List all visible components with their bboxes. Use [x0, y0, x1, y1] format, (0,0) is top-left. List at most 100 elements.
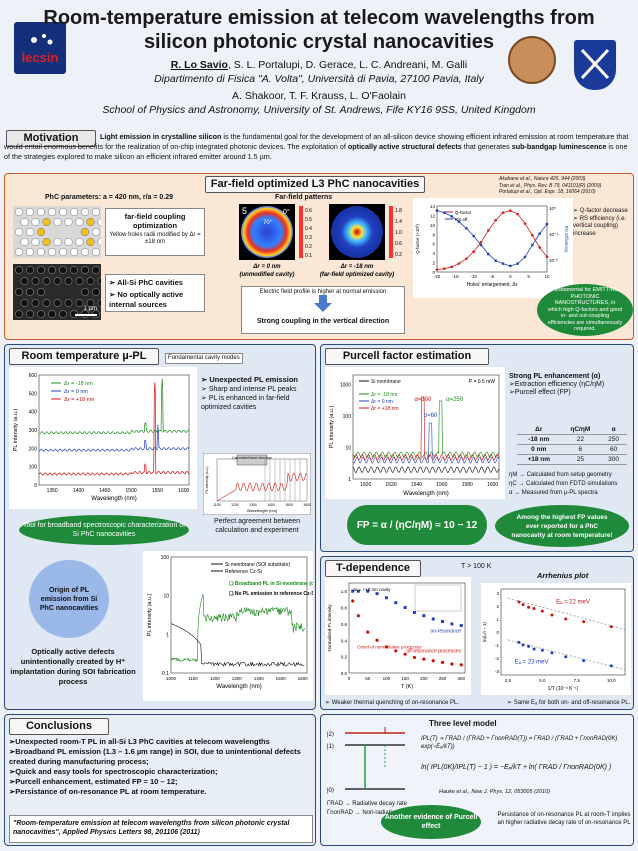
three-level-title: Three level model: [429, 719, 497, 728]
rs-eff-point: [436, 209, 438, 211]
rt-xlabel: Wavelength (nm): [91, 496, 136, 502]
sem-hole: [32, 299, 39, 306]
rt-ytick: 600: [29, 373, 38, 379]
title-line-1: Room-temperature emission at telecom wav…: [0, 6, 638, 30]
lattice-hole: [65, 238, 73, 246]
extraction-text: Extraction efficiency (ηC/ηM): [515, 381, 604, 388]
farfield-pattern-optimized: [331, 206, 383, 258]
sem-hole: [59, 266, 66, 273]
colorbar-1-ticks: 0.60.50.40.30.20.1: [305, 208, 312, 259]
sem-hole: [76, 277, 83, 284]
colorbar-1: [299, 206, 303, 258]
q-factor-point: [487, 229, 490, 232]
fund-modes-label: Fundamental cavity modes: [165, 353, 243, 364]
q-factor-point: [450, 266, 453, 269]
cell: 250: [600, 435, 627, 445]
lattice-holes: [13, 206, 101, 258]
t-ytick: 0.6: [341, 622, 348, 627]
colorbar-2-tick: 0.6: [395, 241, 402, 247]
sem-hole: [48, 266, 55, 273]
ea-1: Eₐ = 22 meV: [556, 599, 590, 605]
rt-ytick: 500: [29, 391, 38, 397]
far-field-opt-title: far-field coupling optimization: [106, 212, 204, 230]
co-authors-1: , S. L. Portalupi, D. Gerace, L. C. Andr…: [228, 59, 467, 71]
inset-xtick: 1100: [213, 503, 221, 507]
t-xtick: 250: [439, 676, 447, 681]
all-si-b1: All-Si PhC cavities: [117, 278, 183, 287]
conclusions-heading: Conclusions: [9, 718, 109, 735]
rs-eff-point: [465, 227, 467, 229]
rs-eff-point: [509, 265, 511, 267]
sem-hole: [32, 277, 39, 284]
same-span: Same Eₐ for both on- and off-resonance P…: [514, 700, 631, 706]
alpha-1: α=300: [414, 397, 432, 403]
off-res-point: [460, 663, 463, 666]
off-res-point: [357, 614, 360, 617]
conclusion-item: ➢Purcell enhancement, estimated FP = 10 …: [9, 777, 313, 787]
q-ytick: 12: [430, 213, 436, 218]
t-dependence-chart: 1.00.80.60.40.20.00 50 100 150 200 250 300T (K…: [325, 577, 471, 695]
p-ytick: 1000: [340, 382, 351, 388]
t-ytick: 0.2: [341, 655, 348, 660]
colorbar-2-tick: 0.2: [395, 252, 402, 258]
onset-label: Onset of nonradiative processes: [357, 644, 422, 649]
p-power: P = 0.5 mW: [469, 379, 495, 385]
conclusion-text: Purcell enhancement, estimated FP = 10 –…: [15, 777, 177, 786]
q-ylabel: Q-factor (×10³): [415, 224, 420, 254]
rt-xtick: 1600: [178, 488, 189, 494]
pattern-2-caption: Δr = -18 nm: [340, 264, 374, 270]
q-xtick: -5: [490, 274, 494, 279]
on-res-point: [460, 624, 463, 627]
rs-eff-point: [472, 235, 474, 237]
phc-params: PhC parameters: a = 420 nm, r/a = 0.29: [45, 194, 173, 201]
equation-1: IPL(T) ∝ ΓRAD / (ΓRAD + ΓnonRAD(T)) = ΓR…: [421, 735, 631, 751]
purcell-effect-text: Purcell effect (FP): [515, 389, 571, 396]
rtpl-b2: Sharp and intense PL peaks: [209, 386, 297, 393]
conclusions-panel: Conclusions ➢Unexpected room-T PL in all…: [4, 714, 316, 846]
title-line-2: silicon photonic crystal nanocavities: [0, 30, 638, 54]
t-xtick: 100: [383, 676, 391, 681]
bb-xtick: 1400: [254, 676, 265, 681]
conclusion-item: ➢Persistance of on-resonance PL at room …: [9, 787, 313, 797]
p-xtick: 1600: [487, 482, 498, 488]
sem-hole: [54, 277, 61, 284]
bb-xtick: 1300: [232, 676, 243, 681]
rtpl-heading: Room temperature µ-PL: [9, 348, 159, 365]
legend-q: Q-factor: [455, 210, 472, 215]
tool-text: Tool for broadband spectroscopic charact…: [19, 521, 189, 539]
bb-ylabel: PL intensity (a.u.): [147, 594, 153, 637]
rt-ylabel: PL intensity (a.u.): [13, 409, 19, 452]
lattice-hole: [59, 208, 67, 216]
sem-hole: [43, 277, 50, 284]
mot-c: optically active structural defects: [348, 142, 462, 151]
lattice-hole: [21, 238, 29, 246]
hauke-ref: Hauke et al., New J. Phys. 12, 053005 (2…: [439, 789, 550, 795]
authors-line-2: A. Shakoor, T. F. Krauss, L. O'Faolain: [0, 89, 638, 103]
q-factor-point: [502, 211, 505, 214]
tdep-heading: T-dependence: [325, 560, 421, 577]
arr-off-point: [550, 651, 553, 654]
colorbar-1-tick: 0.5: [305, 217, 312, 223]
colorbar-2-tick: 1.8: [395, 208, 402, 214]
on-res-point: [385, 596, 388, 599]
t-ytick: 1.0: [341, 589, 348, 594]
mot-a: Light emission in crystalline silicon: [100, 132, 221, 141]
sem-hole: [37, 266, 44, 273]
bb-legend-2: Reference Cz-Si: [225, 569, 262, 575]
t-xtick: 300: [458, 676, 466, 681]
rt-legend-label: Δr = 0 nm: [64, 389, 88, 395]
t-xtick: 200: [420, 676, 428, 681]
lattice-hole: [48, 208, 56, 216]
level-0: |0⟩: [327, 787, 334, 794]
q-ytick: 10: [430, 223, 436, 228]
arrhenius-chart: 3210-1-2-32.5 5.0 7.5 10.01/T (10⁻³ K⁻¹)ln(…: [481, 583, 631, 695]
affiliation-2: School of Physics and Astronomy, Univers…: [0, 103, 638, 117]
lattice-hole: [32, 218, 40, 226]
conclusion-item: ➢Quick and easy tools for spectroscopic …: [9, 767, 313, 777]
conclusion-item: ➢Unexpected room-T PL in all-Si L3 PhC c…: [9, 737, 313, 747]
p-legend-label: Si membrane: [371, 379, 401, 385]
colorbar-2: [389, 206, 393, 258]
lattice-hole: [70, 248, 78, 256]
p-legend-label: Δr = +18 nm: [371, 406, 399, 412]
rt-xtick: 1450: [99, 488, 110, 494]
